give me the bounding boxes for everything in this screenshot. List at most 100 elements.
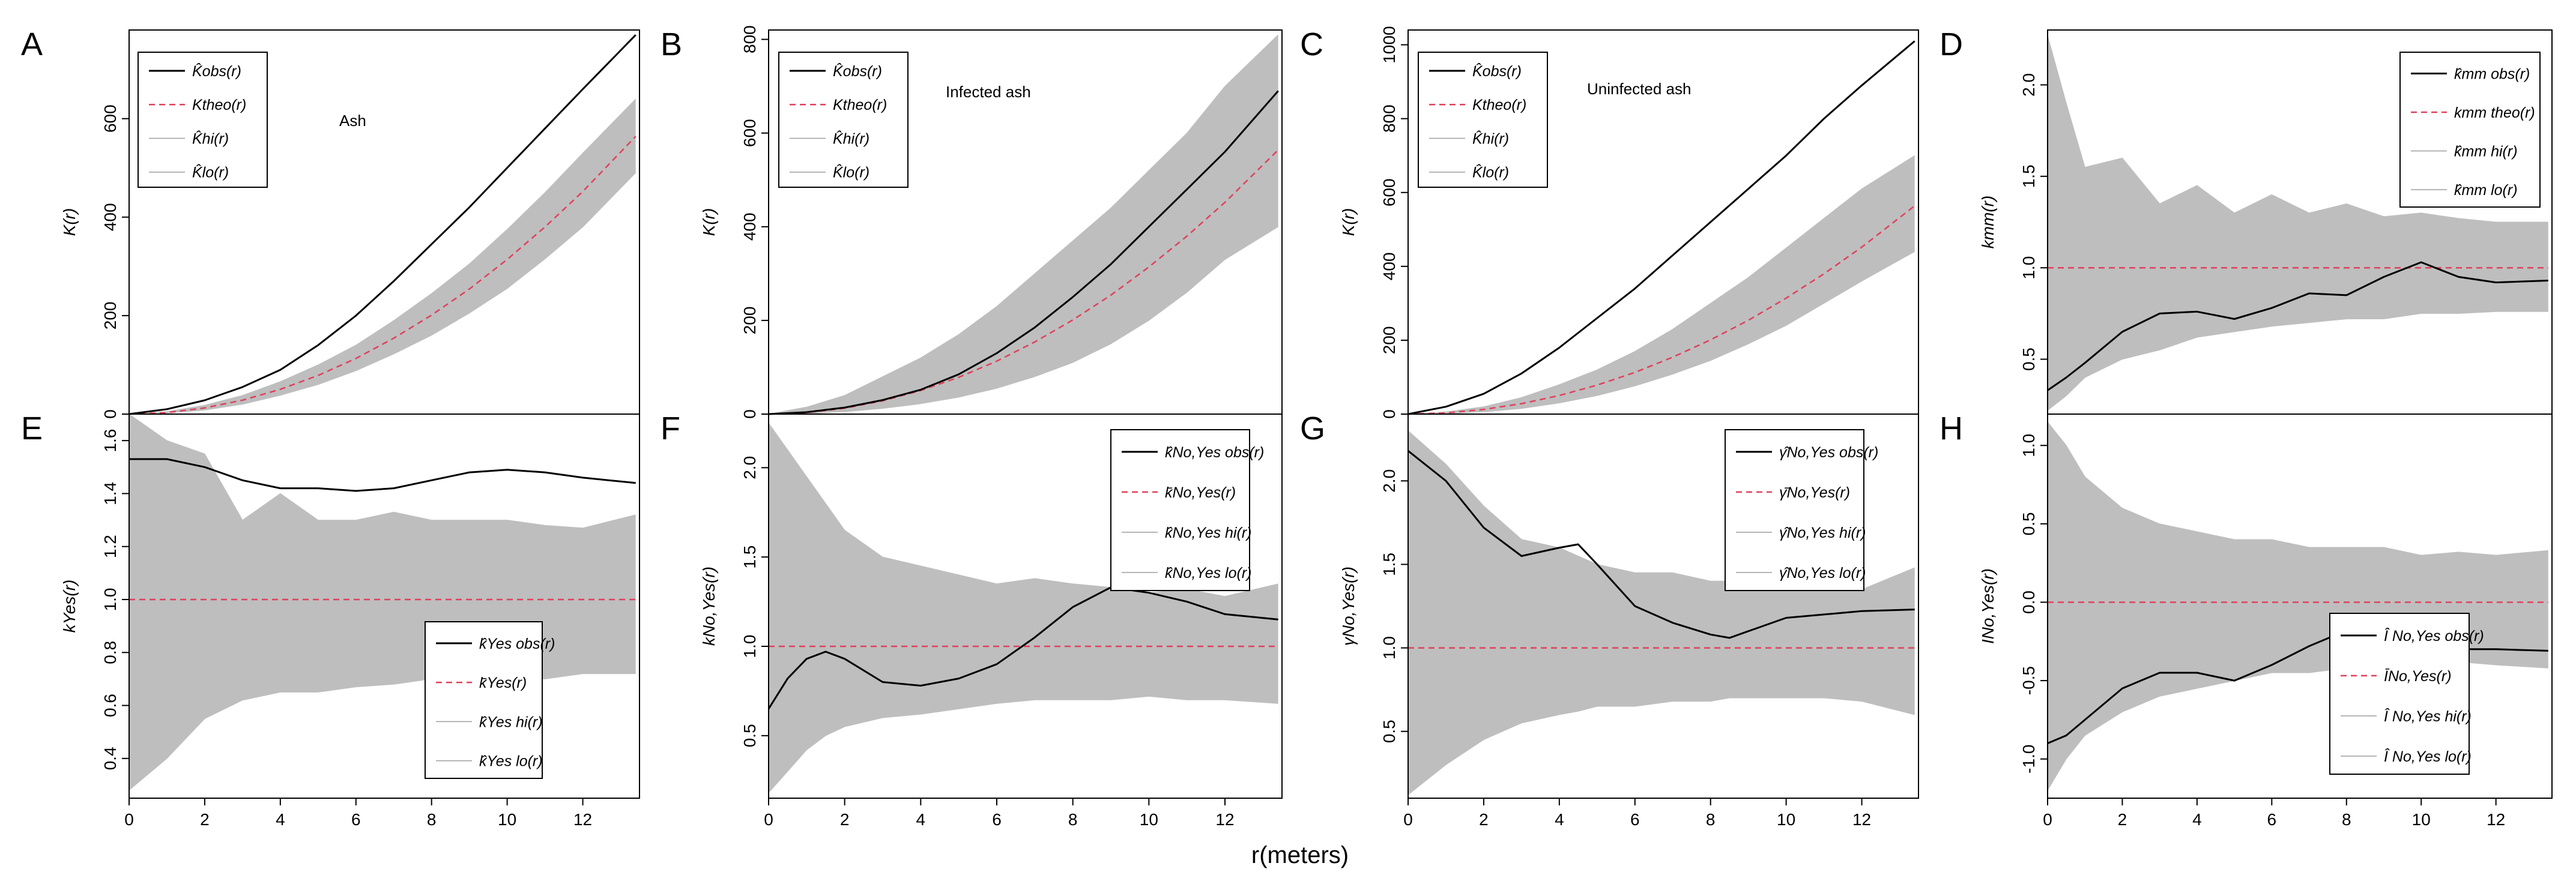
y-axis-label: kmm(r) [1979,196,1997,249]
plot-frame [2047,413,2553,799]
legend-label: K̂obs(r) [192,62,241,80]
legend-label: k̂mm lo(r) [2454,182,2518,199]
legend-label: k̂No,Yes hi(r) [1165,525,1251,541]
legend-label: ĪNo,Yes(r) [2384,668,2452,685]
x-tick-label: 4 [1555,810,1564,829]
x-tick-label: 4 [916,810,926,829]
legend-label: γ̂No,Yes hi(r) [1779,525,1866,541]
legend-label: K̂lo(r) [833,164,869,181]
legend-label: K̂lo(r) [192,164,229,181]
legend-label: k̄No,Yes(r) [1165,484,1236,501]
x-tick-label: 2 [840,810,850,829]
y-tick-label: 800 [1380,104,1398,133]
panel-annotation: Infected ash [946,83,1031,101]
x-tick-label: 6 [351,810,361,829]
legend-box [138,52,268,188]
legend-label: γ̂No,Yes lo(r) [1779,565,1866,582]
y-tick-label: 0.0 [2019,591,2038,614]
y-tick-label: 1.0 [101,588,119,611]
series-line-obs [128,34,636,415]
shared-x-axis-label: r(meters) [1251,842,1349,868]
panel-letter: A [21,26,43,62]
series-line-obs [1407,40,1915,415]
legend: K̂obs(r) Ktheo(r) K̂hi(r) K̂lo(r) [138,52,268,188]
y-tick-label: 1.0 [1380,636,1398,660]
x-tick-label: 0 [124,810,134,829]
legend: K̂obs(r) Ktheo(r) K̂hi(r) K̂lo(r) [1418,52,1548,188]
envelope-band [129,414,636,790]
legend-box [1725,429,1864,591]
y-tick-label: 0 [1380,409,1398,419]
legend-label: K̂hi(r) [1472,130,1509,147]
y-tick-label: 600 [101,104,119,133]
legend-label: k̂No,Yes lo(r) [1165,565,1251,582]
series-line-lo [768,696,1278,793]
y-tick-label: 1.2 [101,535,119,558]
legend-label: Î No,Yes lo(r) [2384,748,2472,765]
y-tick-label: -0.5 [2019,666,2038,695]
x-tick-label: 12 [1852,810,1871,829]
panel-letter: H [1940,410,1963,447]
y-tick-label: 0.6 [101,694,119,717]
legend-box [2399,52,2541,208]
legend: Î No,Yes obs(r) ĪNo,Yes(r) Î No,Yes hi(r) Î… [2329,613,2484,775]
x-tick-label: 12 [2487,810,2505,829]
legend: k̂Yes obs(r) k̄Yes(r) k̂Yes hi(r) k̂Yes lo(… [425,621,555,779]
panel-annotation: Uninfected ash [1587,80,1691,98]
legend-label: k̂No,Yes obs(r) [1165,444,1264,461]
y-tick-label: 400 [101,203,119,231]
panel-letter: E [21,410,43,447]
panel-letter: B [661,26,682,62]
legend-label: k̂Yes hi(r) [479,714,543,730]
legend-label: K̂obs(r) [833,62,882,80]
y-tick-label: 2.0 [740,456,759,480]
panel-G: 0.5 1.0 1.5 2.0 0 2 4 6 8 10 12 γNo,Yes(r) Gγ̂No,Yes… [1300,410,1919,829]
x-tick-label: 0 [764,810,773,829]
envelope-band [769,422,1278,793]
panel-B: 0 200 400 600 800 K(r) B Infected ash K̂obs(r) Kt… [661,25,1283,419]
legend-label: k̂Yes lo(r) [479,753,543,770]
legend-label: γ̂No,Yes obs(r) [1779,444,1878,461]
y-axis-label: K(r) [60,208,79,236]
legend-label: K̂hi(r) [192,130,229,147]
y-tick-label: 0.5 [2019,512,2038,535]
envelope-band [1408,430,1915,795]
legend-label: Î No,Yes obs(r) [2384,627,2484,645]
panel-H: -1.0 -0.5 0.0 0.5 1.0 0 2 4 6 8 10 12 INo,Yes(r) H Î N… [1940,410,2553,829]
panel-A: 0 200 400 600 K(r) A Ash K̂obs(r) Ktheo(r) K̂hi(r… [21,26,640,419]
x-tick-label: 6 [1630,810,1640,829]
x-tick-label: 10 [2412,810,2431,829]
y-tick-label: 200 [740,307,759,335]
x-tick-label: 10 [498,810,516,829]
legend-label: k̂Yes obs(r) [479,636,555,652]
legend-label: Ktheo(r) [1472,97,1526,113]
y-tick-label: 0 [101,409,119,419]
y-tick-label: 400 [1380,252,1398,280]
y-tick-label: 2.0 [2019,73,2038,97]
y-tick-label: 2.0 [1380,469,1398,493]
series-line-obs [768,90,1279,415]
y-tick-label: 0.4 [101,747,119,770]
series-line-theo [1407,205,1915,415]
panel-letter: F [661,410,680,447]
y-tick-label: 1.5 [1380,553,1398,576]
y-tick-label: 1.0 [2019,434,2038,457]
panel-letter: C [1300,26,1323,62]
y-tick-label: -1.0 [2019,745,2038,774]
series-line-obs [129,458,636,492]
x-tick-label: 4 [2192,810,2202,829]
y-axis-label: K(r) [700,208,718,236]
legend-label: Ktheo(r) [833,97,887,113]
plot-frame [768,413,1283,799]
y-axis-label: INo,Yes(r) [1979,568,1997,644]
series-line-lo [1407,251,1915,415]
y-tick-label: 0.5 [740,724,759,747]
x-tick-label: 4 [276,810,285,829]
legend-box [1418,52,1548,188]
series-line-hi [2047,421,2548,556]
x-tick-label: 8 [1068,810,1078,829]
x-tick-label: 12 [1215,810,1234,829]
y-tick-label: 1.5 [740,546,759,569]
